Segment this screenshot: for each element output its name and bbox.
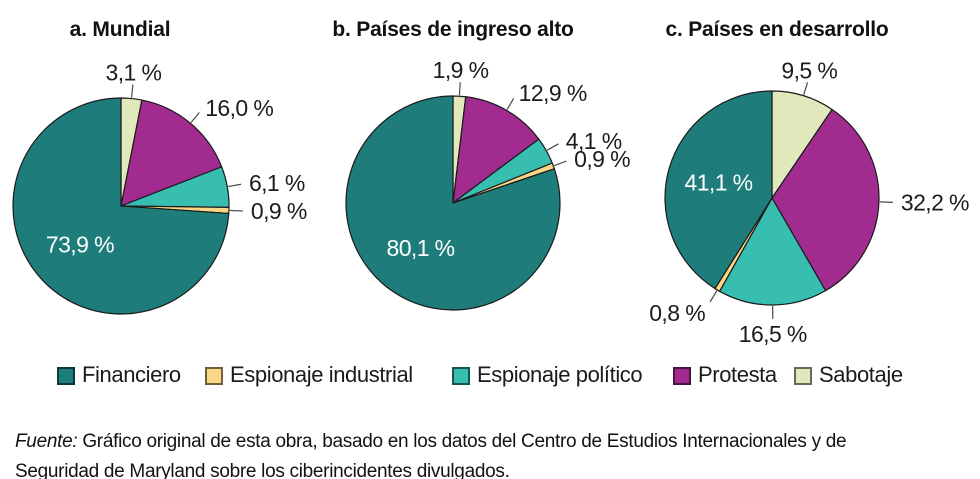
- pie-b-slice-protesta: [452, 96, 540, 204]
- source-note-text: Gráfico original de esta obra, basado en…: [15, 431, 847, 479]
- legend-label: Protesta: [698, 362, 777, 387]
- pie-c-leader-sabotaje: [803, 82, 809, 95]
- source-note-prefix: Fuente:: [15, 431, 78, 452]
- pie-a-value-label-sabotaje: 3,1 %: [106, 60, 162, 86]
- pie-b-slice-financiero: [345, 95, 561, 311]
- pie-b-value-label-espionaje-poli-tico: 4,1 %: [566, 128, 622, 154]
- pie-a-value-label-espionaje-poli-tico: 6,1 %: [249, 170, 305, 196]
- chart-title-paises-en-desarrollo: c. Países en desarrollo: [665, 18, 889, 41]
- pie-b-leader-espionaje-industrial: [554, 160, 567, 167]
- legend-label: Sabotaje: [819, 362, 903, 387]
- pie-b-value-label-financiero: 80,1 %: [387, 235, 455, 261]
- legend-swatch-financiero: [57, 367, 75, 385]
- pie-b-leader-sabotaje: [458, 82, 461, 96]
- pie-charts-canvas: 3,1 %16,0 %6,1 %0,9 %73,9 %1,9 %12,9 %4,…: [12, 57, 970, 347]
- legend-swatch-protesta: [673, 367, 691, 385]
- pie-c-value-label-espionaje-poli-tico: 16,5 %: [739, 321, 807, 347]
- legend-swatch-sabotaje: [794, 367, 812, 385]
- pie-a-value-label-espionaje-industrial: 0,9 %: [251, 198, 307, 224]
- legend-item-sabotaje: Sabotaje: [794, 362, 903, 387]
- pie-c-value-label-financiero: 41,1 %: [685, 170, 753, 196]
- pie-c-value-label-espionaje-industrial: 0,8 %: [649, 300, 705, 326]
- pie-b-leader-protesta: [506, 98, 515, 110]
- legend-item-protesta: Protesta: [673, 362, 777, 387]
- legend-item-financiero: Financiero: [57, 362, 181, 387]
- pie-c-value-label-sabotaje: 9,5 %: [781, 58, 837, 84]
- pie-c-slice-protesta: [771, 108, 880, 292]
- legend-label: Espionaje industrial: [230, 362, 413, 387]
- pie-c-leader-espionaje-industrial: [709, 290, 718, 303]
- legend-swatch-espionaje-politico: [452, 367, 470, 385]
- pie-c-slice-espionaje-poli-tico: [719, 197, 827, 306]
- legend-label: Financiero: [82, 362, 181, 387]
- pie-b-value-label-espionaje-industrial: 0,9 %: [574, 146, 630, 172]
- pie-a-leader-espionaje-poli-tico: [228, 183, 242, 188]
- pie-a-leader-protesta: [190, 112, 200, 123]
- pie-c-value-label-protesta: 32,2 %: [901, 190, 969, 216]
- pie-a-slice-protesta: [120, 99, 223, 207]
- pie-a-leader-espionaje-industrial: [229, 209, 243, 212]
- pie-b-value-label-protesta: 12,9 %: [519, 80, 587, 106]
- pie-a-value-label-financiero: 73,9 %: [46, 231, 114, 257]
- chart-title-mundial: a. Mundial: [69, 18, 171, 41]
- pie-a-slice-financiero: [12, 97, 230, 315]
- legend-item-espionaje-politico: Espionaje político: [452, 362, 643, 387]
- chart-title-paises-ingreso-alto: b. Países de ingreso alto: [332, 18, 574, 41]
- pie-a-value-label-protesta: 16,0 %: [205, 95, 273, 121]
- source-note: Fuente: Gráfico original de esta obra, b…: [15, 427, 915, 479]
- legend-swatch-espionaje-industrial: [205, 367, 223, 385]
- pie-c-slice-financiero: [664, 90, 773, 290]
- legend-label: Espionaje político: [477, 362, 643, 387]
- pie-b-leader-espionaje-poli-tico: [546, 143, 559, 151]
- legend-item-espionaje-industrial: Espionaje industrial: [205, 362, 413, 387]
- pie-b-value-label-sabotaje: 1,9 %: [433, 57, 489, 83]
- pie-a-leader-sabotaje: [131, 84, 134, 98]
